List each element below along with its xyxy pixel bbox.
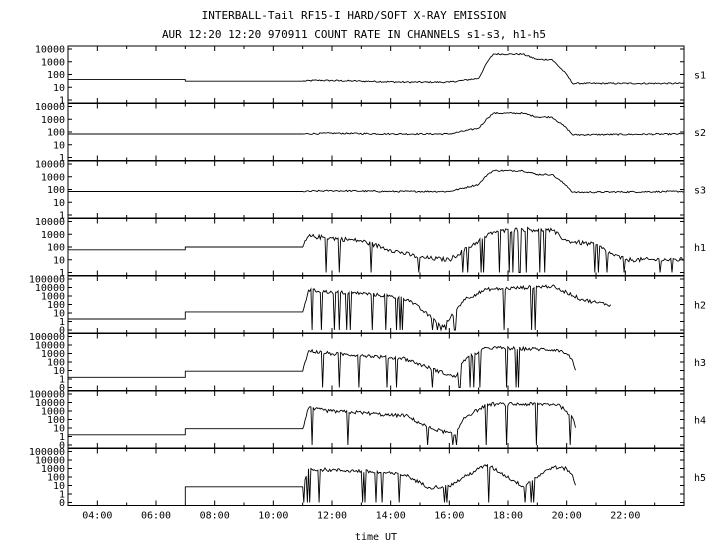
x-tick-label: 20:00 (552, 511, 582, 522)
x-tick-label: 14:00 (376, 511, 406, 522)
y-tick-label: 10000 (35, 456, 65, 467)
y-tick-label: 100 (47, 300, 65, 311)
panel-frame (67, 333, 685, 391)
chart-subtitle: AUR 12:20 12:20 970911 COUNT RATE IN CHA… (162, 28, 546, 41)
series-line-h1 (68, 226, 685, 273)
y-tick-label: 0 (59, 498, 65, 509)
channel-label: h5 (694, 473, 706, 484)
panel-frame (67, 275, 685, 334)
y-tick-label: 1 (59, 375, 65, 386)
channel-label: h2 (694, 301, 706, 312)
y-tick-label: 1000 (41, 57, 65, 68)
y-tick-label: 100000 (29, 390, 65, 401)
y-tick-label: 10000 (35, 283, 65, 294)
y-tick-label: 1000 (41, 230, 65, 241)
y-tick-label: 10000 (35, 45, 65, 56)
x-tick-label: 16:00 (434, 511, 464, 522)
y-tick-label: 100000 (29, 332, 65, 343)
series-line-s2 (68, 111, 685, 137)
x-tick-label: 04:00 (82, 511, 112, 522)
panels-group: 100001000100101s1100001000100101s2100001… (29, 45, 706, 522)
y-tick-label: 10 (53, 140, 65, 151)
y-tick-label: 100000 (29, 275, 65, 286)
y-tick-label: 1 (59, 268, 65, 279)
panel-frame (67, 45, 685, 104)
panel-frame (67, 218, 685, 276)
series-line-h5 (184, 463, 576, 503)
y-tick-label: 10000 (35, 160, 65, 171)
channel-label: h4 (694, 416, 706, 427)
channel-label: h3 (694, 358, 706, 369)
y-tick-label: 100 (47, 358, 65, 369)
y-tick-label: 1 (59, 211, 65, 222)
channel-label: s1 (694, 71, 706, 82)
y-tick-label: 100 (47, 415, 65, 426)
series-line-h3 (68, 345, 576, 388)
x-tick-label: 08:00 (200, 511, 230, 522)
panel-frame (67, 160, 685, 219)
y-tick-label: 10000 (35, 217, 65, 228)
series-line-s3 (68, 169, 685, 194)
x-tick-label: 10:00 (258, 511, 288, 522)
y-tick-label: 10000 (35, 341, 65, 352)
y-tick-label: 100 (47, 243, 65, 254)
x-tick-label: 06:00 (141, 511, 171, 522)
y-tick-label: 1 (59, 317, 65, 328)
x-tick-label: 22:00 (610, 511, 640, 522)
y-tick-label: 0 (59, 326, 65, 337)
y-tick-label: 10 (53, 198, 65, 209)
y-tick-label: 1000 (41, 407, 65, 418)
y-tick-label: 10 (53, 309, 65, 320)
y-tick-label: 1000 (41, 115, 65, 126)
y-tick-label: 100000 (29, 447, 65, 458)
y-tick-label: 10 (53, 83, 65, 94)
channel-label: h1 (694, 243, 706, 254)
channel-label: s2 (694, 128, 706, 139)
y-tick-label: 1000 (41, 292, 65, 303)
y-tick-label: 1 (59, 153, 65, 164)
y-tick-label: 100 (47, 128, 65, 139)
y-tick-label: 10 (53, 366, 65, 377)
y-tick-label: 10000 (35, 102, 65, 113)
panel-frame (67, 103, 685, 161)
y-tick-label: 10000 (35, 398, 65, 409)
channel-label: s3 (694, 186, 706, 197)
y-tick-label: 1 (59, 96, 65, 107)
y-tick-label: 100 (47, 185, 65, 196)
y-tick-label: 1000 (41, 172, 65, 183)
series-line-h2 (68, 284, 612, 332)
y-tick-label: 1000 (41, 464, 65, 475)
x-tick-label: 18:00 (493, 511, 523, 522)
y-tick-label: 1 (59, 432, 65, 443)
y-tick-label: 100 (47, 70, 65, 81)
y-tick-label: 1000 (41, 349, 65, 360)
series-line-s1 (68, 52, 685, 85)
y-tick-label: 1 (59, 490, 65, 501)
y-tick-label: 0 (59, 383, 65, 394)
series-line-h4 (68, 401, 576, 446)
y-tick-label: 10 (53, 424, 65, 435)
y-tick-label: 0 (59, 441, 65, 452)
x-axis-label: time UT (355, 532, 397, 543)
chart-title: INTERBALL-Tail RF15-I HARD/SOFT X-RAY EM… (202, 9, 507, 22)
panel-frame (67, 390, 685, 449)
y-tick-label: 10 (53, 255, 65, 266)
y-tick-label: 10 (53, 481, 65, 492)
x-tick-label: 12:00 (317, 511, 347, 522)
y-tick-label: 100 (47, 473, 65, 484)
